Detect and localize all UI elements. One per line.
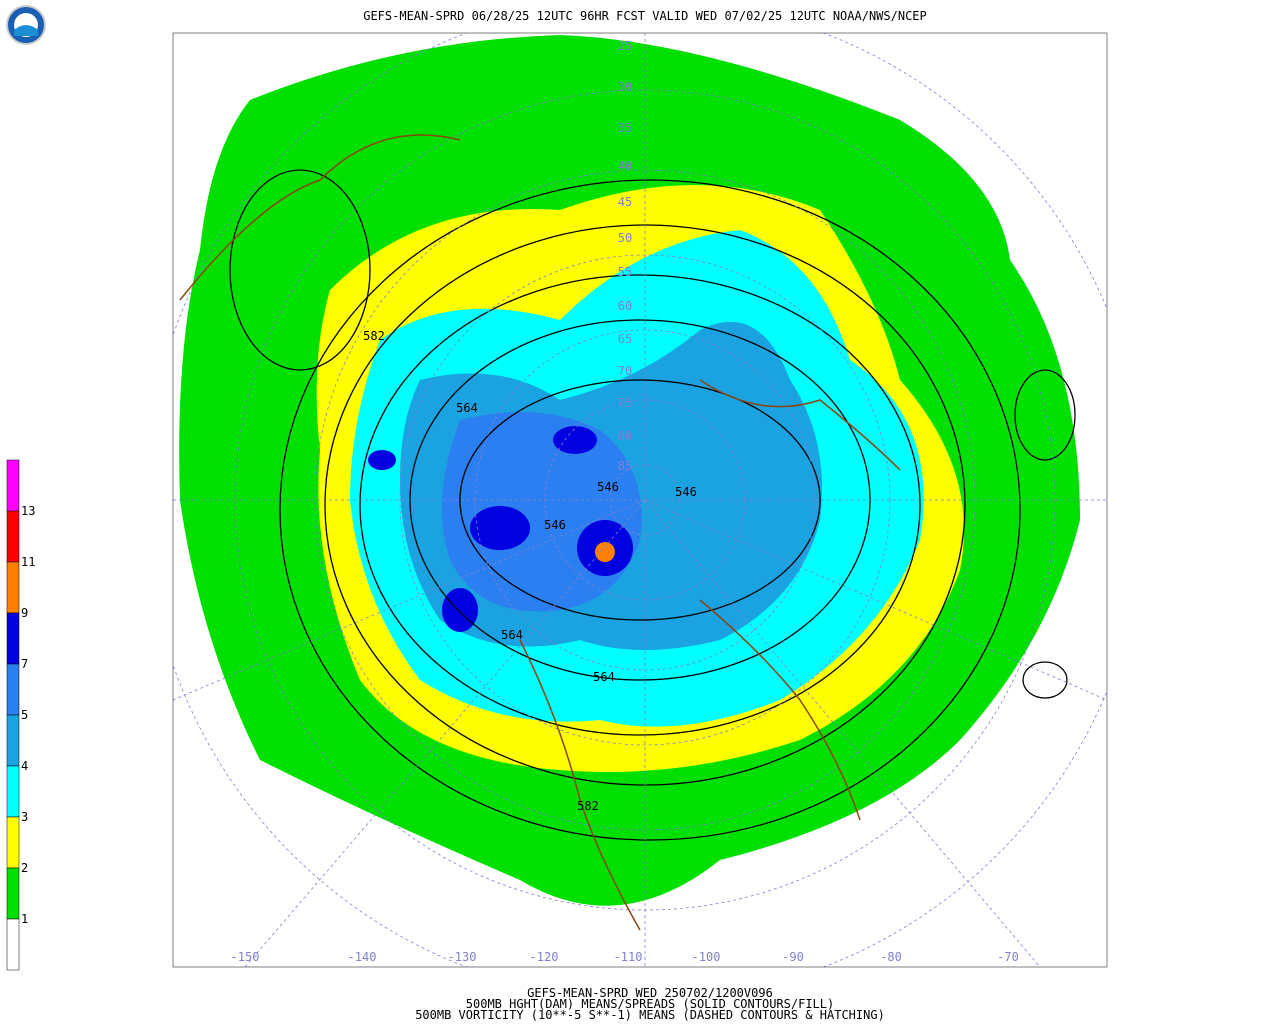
map-frame bbox=[172, 32, 1108, 968]
color-bar-label: 13 bbox=[21, 504, 35, 518]
color-bar-segment bbox=[6, 561, 20, 614]
longitude-label: -130 bbox=[448, 950, 477, 964]
latitude-label: 85 bbox=[618, 459, 632, 473]
color-bar-segment bbox=[6, 918, 20, 971]
coastlines bbox=[179, 134, 901, 931]
spread-darkblue bbox=[442, 588, 478, 632]
footer-line: GEFS-MEAN-SPRD WED 250702/1200V096 bbox=[527, 986, 773, 1000]
latitude-label: 55 bbox=[618, 265, 632, 279]
color-bar-segment bbox=[6, 765, 20, 818]
contour-label: 582 bbox=[363, 329, 385, 343]
color-bar-label: 2 bbox=[21, 861, 28, 875]
latitude-label: 70 bbox=[618, 364, 632, 378]
color-bar-label: 3 bbox=[21, 810, 28, 824]
color-bar-label: 7 bbox=[21, 657, 28, 671]
latitude-label: 25 bbox=[618, 39, 632, 53]
contour-label: 582 bbox=[577, 799, 599, 813]
longitude-label: -140 bbox=[348, 950, 377, 964]
latitude-label: 75 bbox=[618, 396, 632, 410]
longitude-label: -150 bbox=[231, 950, 260, 964]
graticule bbox=[173, 33, 1107, 967]
contour-label: 564 bbox=[593, 670, 615, 684]
color-bar-segment bbox=[6, 714, 20, 767]
contour-label: 546 bbox=[675, 485, 697, 499]
color-bar-segment bbox=[6, 816, 20, 869]
contour-label: 546 bbox=[597, 480, 619, 494]
color-bar-segment bbox=[6, 510, 20, 563]
color-bar-segment bbox=[6, 867, 20, 920]
latitude-label: 60 bbox=[618, 299, 632, 313]
map-area bbox=[173, 33, 1107, 967]
spread-orange bbox=[595, 542, 615, 562]
longitude-label: -90 bbox=[782, 950, 804, 964]
latitude-label: 65 bbox=[618, 332, 632, 346]
latitude-label: 45 bbox=[618, 195, 632, 209]
longitude-label: -100 bbox=[692, 950, 721, 964]
longitude-label: -70 bbox=[997, 950, 1019, 964]
contour-label: 546 bbox=[544, 518, 566, 532]
latitude-label: 80 bbox=[618, 429, 632, 443]
footer-line: 500MB HGHT(DAM) MEANS/SPREADS (SOLID CON… bbox=[466, 997, 834, 1011]
noaa-logo bbox=[6, 5, 46, 45]
color-bar-segment bbox=[6, 663, 20, 716]
color-bar: 13 11 9 7 5 4 3 2 1 bbox=[6, 459, 35, 971]
color-bar-label: 9 bbox=[21, 606, 28, 620]
footer-line: 500MB VORTICITY (10**-5 S**-1) MEANS (DA… bbox=[415, 1008, 885, 1022]
color-bar-label: 1 bbox=[21, 912, 28, 926]
latitude-label: 40 bbox=[618, 159, 632, 173]
longitude-label: -120 bbox=[530, 950, 559, 964]
map-labels: 85 80 75 70 65 60 55 50 45 40 35 30 25 -150 -140 -130 -1… bbox=[231, 39, 1019, 1022]
color-bar-label: 5 bbox=[21, 708, 28, 722]
longitude-label: -80 bbox=[880, 950, 902, 964]
longitude-label: -110 bbox=[614, 950, 643, 964]
latitude-label: 30 bbox=[618, 80, 632, 94]
spread-darkblue bbox=[368, 450, 396, 470]
color-bar-segment bbox=[6, 612, 20, 665]
latitude-label: 50 bbox=[618, 231, 632, 245]
title: GEFS-MEAN-SPRD 06/28/25 12UTC 96HR FCST … bbox=[363, 9, 927, 23]
color-bar-label: 11 bbox=[21, 555, 35, 569]
color-bar-label: 4 bbox=[21, 759, 28, 773]
contour-label: 564 bbox=[501, 628, 523, 642]
spread-darkblue bbox=[553, 426, 597, 454]
latitude-label: 35 bbox=[618, 121, 632, 135]
contour-label: 564 bbox=[456, 401, 478, 415]
spread-darkblue bbox=[470, 506, 530, 550]
color-bar-top bbox=[6, 459, 20, 512]
